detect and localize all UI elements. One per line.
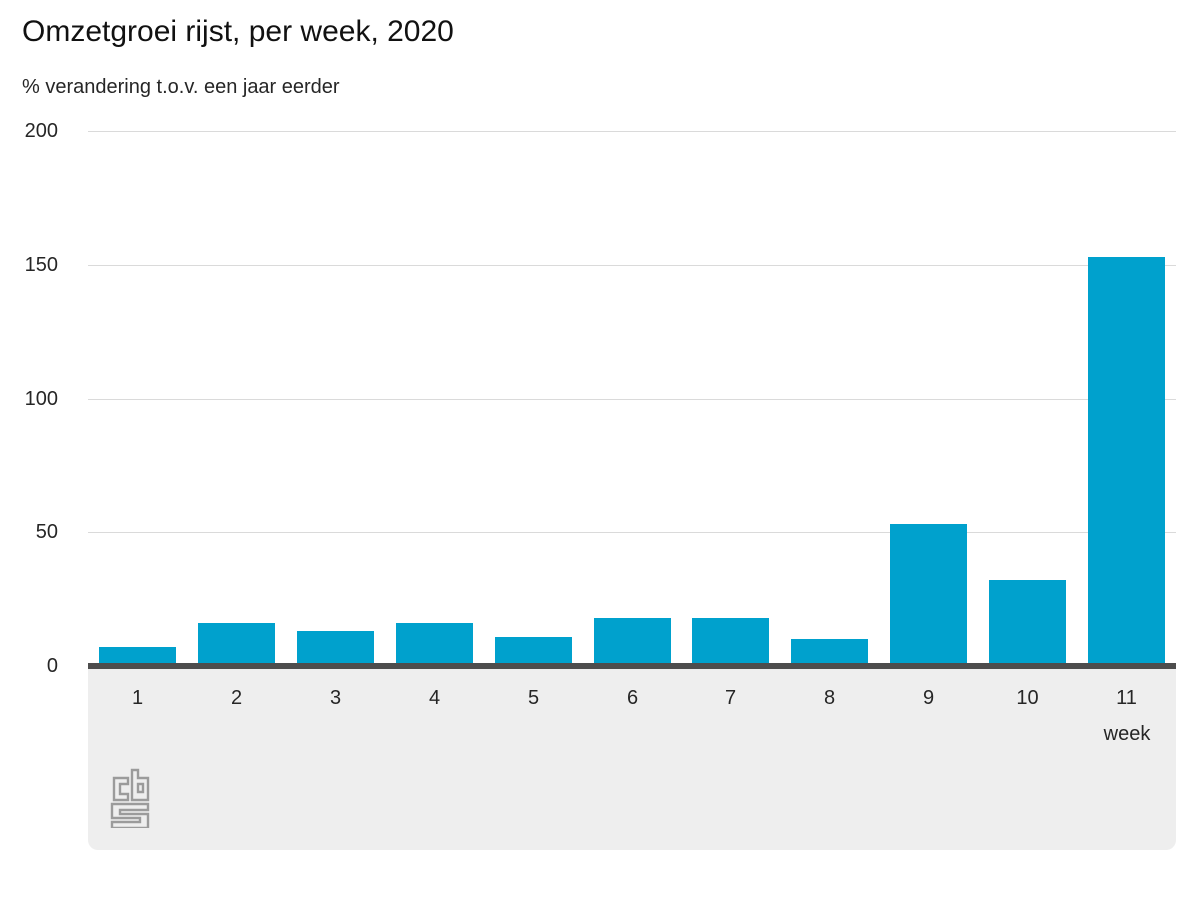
cbs-logo-letter-s (110, 802, 150, 828)
bar-week-7[interactable] (692, 618, 769, 666)
cbs-logo-letter-b (130, 768, 150, 802)
grid-line (88, 532, 1176, 533)
chart-subtitle: % verandering t.o.v. een jaar eerder (22, 76, 340, 98)
x-tick-label: 2 (230, 687, 243, 709)
y-tick-label: 150 (24, 254, 58, 276)
bar-week-3[interactable] (297, 631, 374, 666)
x-tick-label: 9 (922, 687, 935, 709)
cbs-logo (110, 768, 150, 828)
x-tick-label: 5 (527, 687, 540, 709)
x-axis-unit-label: week (1103, 723, 1151, 745)
bar-week-8[interactable] (791, 639, 868, 666)
x-tick-label: 4 (428, 687, 441, 709)
x-axis-line (88, 663, 1176, 669)
x-axis-band (88, 669, 1176, 850)
bar-week-6[interactable] (594, 618, 671, 666)
grid-line (88, 265, 1176, 266)
cbs-logo-letter-b-hole (136, 782, 145, 794)
y-tick-label: 0 (46, 655, 58, 677)
cbs-logo-letter-c (112, 776, 130, 802)
x-tick-label: 6 (626, 687, 639, 709)
bar-week-1[interactable] (99, 647, 176, 666)
y-tick-label: 200 (24, 120, 58, 142)
x-tick-label: 11 (1116, 687, 1137, 709)
grid-line (88, 131, 1176, 132)
y-tick-label: 50 (35, 521, 58, 543)
x-tick-label: 7 (724, 687, 737, 709)
bar-week-9[interactable] (890, 524, 967, 666)
y-tick-label: 100 (24, 388, 58, 410)
bar-week-5[interactable] (495, 637, 572, 666)
bar-week-10[interactable] (989, 580, 1066, 666)
bar-week-11[interactable] (1088, 257, 1165, 666)
bar-week-2[interactable] (198, 623, 275, 666)
chart-title: Omzetgroei rijst, per week, 2020 (22, 15, 454, 48)
x-tick-label: 1 (131, 687, 144, 709)
x-tick-label: 10 (1016, 687, 1039, 709)
x-tick-label: 3 (329, 687, 342, 709)
x-tick-label: 8 (823, 687, 836, 709)
grid-line (88, 399, 1176, 400)
bar-week-4[interactable] (396, 623, 473, 666)
